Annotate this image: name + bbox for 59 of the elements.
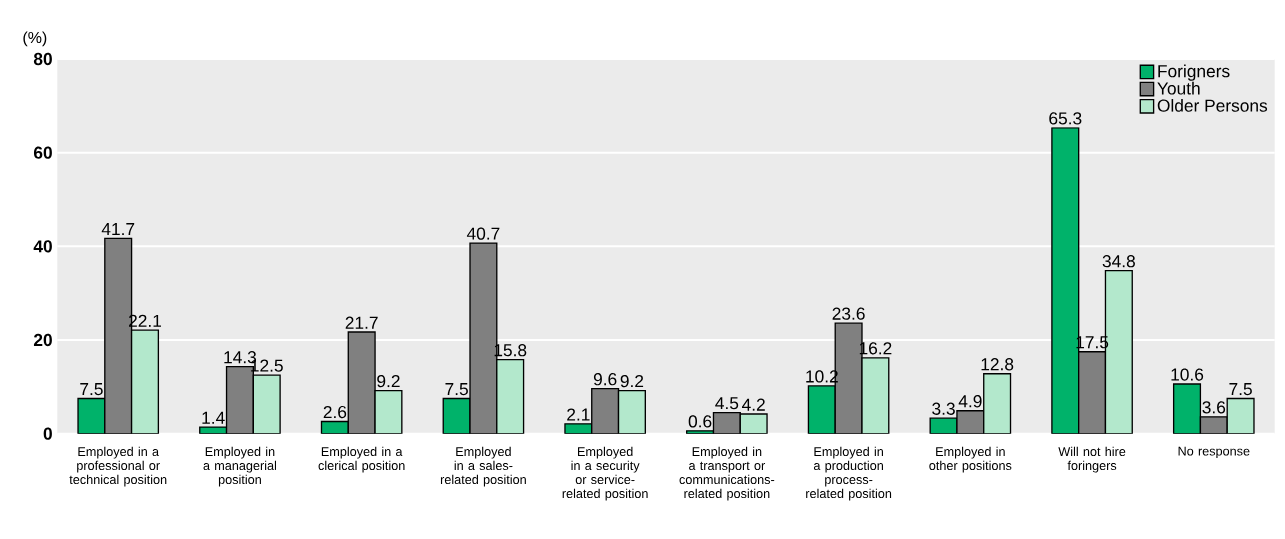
x-tick-label: Employed in a sales-related position xyxy=(440,446,526,487)
x-tick-label: Employed in a managerial position xyxy=(203,446,277,487)
data-label: 65.3 xyxy=(1049,112,1082,125)
bar xyxy=(1226,397,1255,434)
bar xyxy=(1199,416,1228,434)
data-label: 10.6 xyxy=(1171,368,1204,381)
data-label: 1.4 xyxy=(202,411,225,424)
x-tick-label: Employed in other positions xyxy=(929,446,1012,473)
bar xyxy=(130,329,160,434)
data-label: 40.7 xyxy=(466,227,500,240)
bar xyxy=(861,357,890,434)
data-label: 7.5 xyxy=(445,383,468,396)
data-label: 4.5 xyxy=(715,397,739,410)
bar xyxy=(983,373,1012,434)
x-tick-label: Employed in a transport or communications-related position xyxy=(679,446,775,501)
data-label: 12.8 xyxy=(981,358,1014,371)
bar xyxy=(374,389,403,434)
data-label: 41.7 xyxy=(101,223,135,236)
bar xyxy=(253,375,281,434)
x-tick-label: Employed in a clerical position xyxy=(318,446,405,473)
bar xyxy=(442,397,471,434)
bar xyxy=(617,389,646,434)
x-tick-label: Will not hire foringers xyxy=(1058,446,1126,473)
data-label: 4.9 xyxy=(958,395,982,408)
data-label: 7.5 xyxy=(80,383,103,396)
bar xyxy=(77,397,106,434)
data-label: 9.6 xyxy=(593,373,617,386)
legend-label: Forigners xyxy=(1158,64,1230,81)
data-label: 9.2 xyxy=(620,374,644,388)
y-tick-label: 60 xyxy=(33,146,52,159)
data-label: 0.6 xyxy=(688,415,712,428)
data-label: 3.6 xyxy=(1202,401,1226,414)
data-label: 4.2 xyxy=(742,398,765,411)
bar xyxy=(347,331,376,434)
data-label: 7.5 xyxy=(1229,383,1252,396)
data-label: 3.3 xyxy=(932,402,955,415)
bar xyxy=(1078,351,1107,434)
x-tick-label: No response xyxy=(1178,446,1250,459)
data-label: 34.8 xyxy=(1102,255,1135,268)
legend-label: Youth xyxy=(1157,81,1200,95)
data-label: 23.6 xyxy=(832,307,865,320)
legend-label: Older Persons xyxy=(1157,99,1268,112)
data-label: 9.2 xyxy=(377,374,400,388)
y-tick-label: 80 xyxy=(33,52,52,66)
y-axis-title: (%) xyxy=(23,31,47,47)
data-label: 21.7 xyxy=(345,316,378,329)
bar xyxy=(807,385,836,434)
data-label: 2.1 xyxy=(567,408,590,421)
x-tick-label: Employed in a production process-related position xyxy=(806,446,892,501)
bar xyxy=(1172,383,1202,434)
bar xyxy=(496,359,525,434)
data-label: 2.6 xyxy=(323,405,347,419)
x-tick-label: Employed in a security or service-related position xyxy=(562,446,648,501)
y-tick-label: 0 xyxy=(43,427,52,440)
y-tick-label: 20 xyxy=(33,333,52,347)
y-tick-label: 40 xyxy=(33,240,52,253)
bar xyxy=(712,411,741,434)
x-tick-label: Employed in a professional or technical position xyxy=(69,446,167,487)
bar xyxy=(591,388,620,434)
